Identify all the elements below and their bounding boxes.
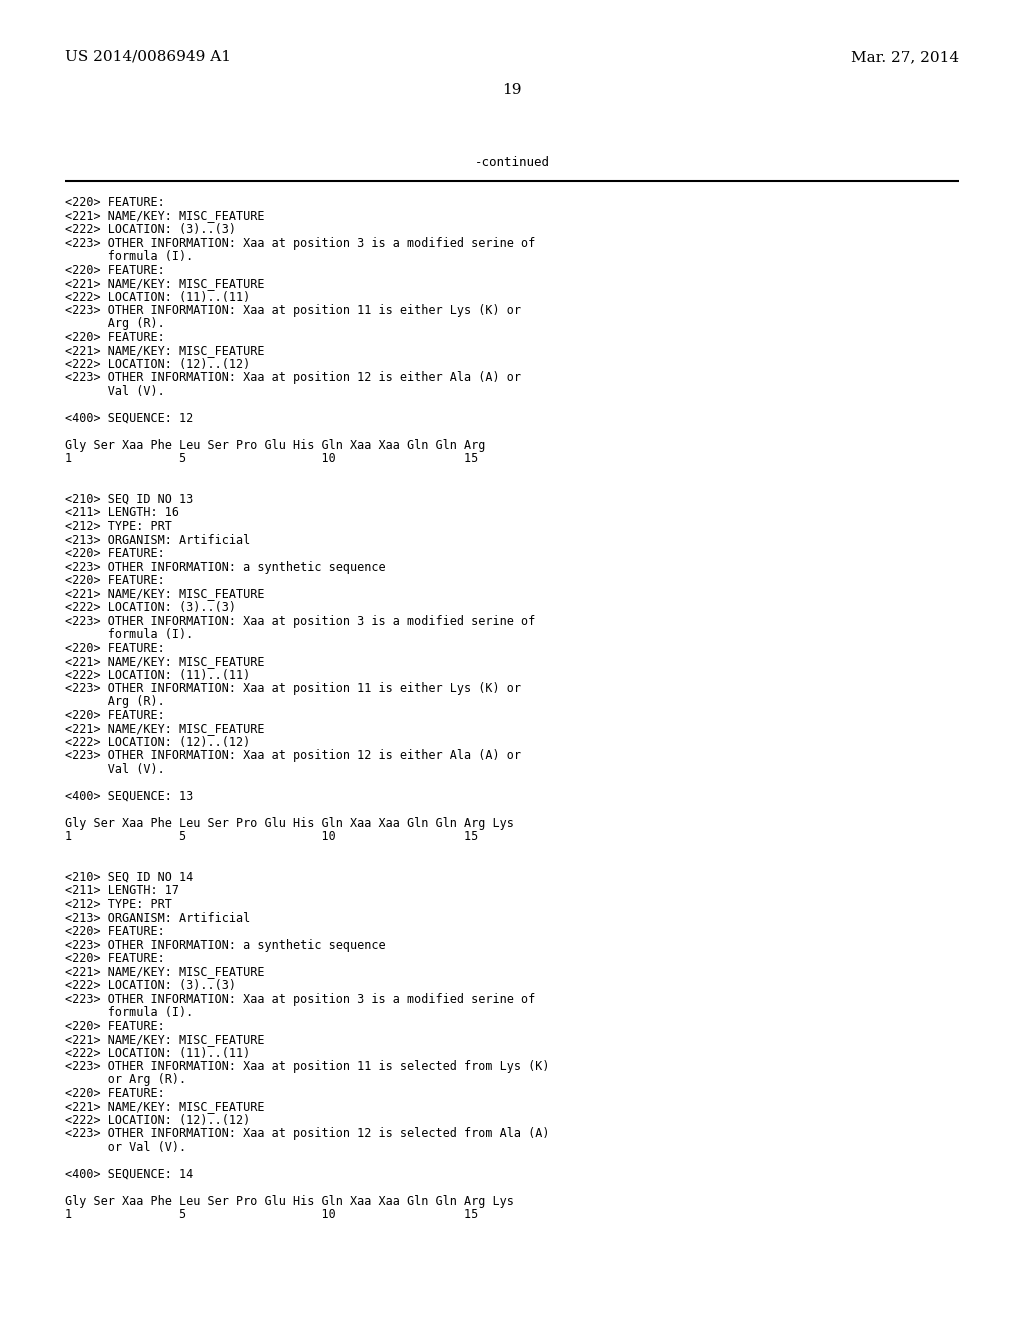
Text: <212> TYPE: PRT: <212> TYPE: PRT bbox=[65, 520, 172, 533]
Text: <223> OTHER INFORMATION: a synthetic sequence: <223> OTHER INFORMATION: a synthetic seq… bbox=[65, 561, 386, 573]
Text: 1               5                   10                  15: 1 5 10 15 bbox=[65, 830, 478, 843]
Text: <220> FEATURE:: <220> FEATURE: bbox=[65, 1019, 165, 1032]
Text: <223> OTHER INFORMATION: a synthetic sequence: <223> OTHER INFORMATION: a synthetic seq… bbox=[65, 939, 386, 952]
Text: <223> OTHER INFORMATION: Xaa at position 11 is either Lys (K) or: <223> OTHER INFORMATION: Xaa at position… bbox=[65, 682, 521, 696]
Text: <400> SEQUENCE: 13: <400> SEQUENCE: 13 bbox=[65, 789, 194, 803]
Text: <221> NAME/KEY: MISC_FEATURE: <221> NAME/KEY: MISC_FEATURE bbox=[65, 1101, 264, 1114]
Text: <221> NAME/KEY: MISC_FEATURE: <221> NAME/KEY: MISC_FEATURE bbox=[65, 722, 264, 735]
Text: <222> LOCATION: (11)..(11): <222> LOCATION: (11)..(11) bbox=[65, 1047, 250, 1060]
Text: <223> OTHER INFORMATION: Xaa at position 12 is either Ala (A) or: <223> OTHER INFORMATION: Xaa at position… bbox=[65, 371, 521, 384]
Text: <221> NAME/KEY: MISC_FEATURE: <221> NAME/KEY: MISC_FEATURE bbox=[65, 965, 264, 978]
Text: <223> OTHER INFORMATION: Xaa at position 12 is either Ala (A) or: <223> OTHER INFORMATION: Xaa at position… bbox=[65, 750, 521, 763]
Text: Val (V).: Val (V). bbox=[65, 385, 165, 399]
Text: <221> NAME/KEY: MISC_FEATURE: <221> NAME/KEY: MISC_FEATURE bbox=[65, 655, 264, 668]
Text: <221> NAME/KEY: MISC_FEATURE: <221> NAME/KEY: MISC_FEATURE bbox=[65, 1034, 264, 1045]
Text: <223> OTHER INFORMATION: Xaa at position 12 is selected from Ala (A): <223> OTHER INFORMATION: Xaa at position… bbox=[65, 1127, 550, 1140]
Text: <222> LOCATION: (11)..(11): <222> LOCATION: (11)..(11) bbox=[65, 668, 250, 681]
Text: Mar. 27, 2014: Mar. 27, 2014 bbox=[851, 50, 959, 63]
Text: <213> ORGANISM: Artificial: <213> ORGANISM: Artificial bbox=[65, 912, 250, 924]
Text: Arg (R).: Arg (R). bbox=[65, 696, 165, 709]
Text: <222> LOCATION: (12)..(12): <222> LOCATION: (12)..(12) bbox=[65, 1114, 250, 1127]
Text: 19: 19 bbox=[502, 83, 522, 96]
Text: <220> FEATURE:: <220> FEATURE: bbox=[65, 264, 165, 276]
Text: <212> TYPE: PRT: <212> TYPE: PRT bbox=[65, 898, 172, 911]
Text: <222> LOCATION: (12)..(12): <222> LOCATION: (12)..(12) bbox=[65, 358, 250, 371]
Text: <221> NAME/KEY: MISC_FEATURE: <221> NAME/KEY: MISC_FEATURE bbox=[65, 210, 264, 223]
Text: <220> FEATURE:: <220> FEATURE: bbox=[65, 952, 165, 965]
Text: <220> FEATURE:: <220> FEATURE: bbox=[65, 331, 165, 345]
Text: <222> LOCATION: (3)..(3): <222> LOCATION: (3)..(3) bbox=[65, 223, 236, 236]
Text: <221> NAME/KEY: MISC_FEATURE: <221> NAME/KEY: MISC_FEATURE bbox=[65, 587, 264, 601]
Text: Gly Ser Xaa Phe Leu Ser Pro Glu His Gln Xaa Xaa Gln Gln Arg Lys: Gly Ser Xaa Phe Leu Ser Pro Glu His Gln … bbox=[65, 1195, 514, 1208]
Text: Arg (R).: Arg (R). bbox=[65, 318, 165, 330]
Text: formula (I).: formula (I). bbox=[65, 1006, 194, 1019]
Text: formula (I).: formula (I). bbox=[65, 628, 194, 642]
Text: <223> OTHER INFORMATION: Xaa at position 11 is either Lys (K) or: <223> OTHER INFORMATION: Xaa at position… bbox=[65, 304, 521, 317]
Text: US 2014/0086949 A1: US 2014/0086949 A1 bbox=[65, 50, 231, 63]
Text: <210> SEQ ID NO 14: <210> SEQ ID NO 14 bbox=[65, 871, 194, 884]
Text: or Arg (R).: or Arg (R). bbox=[65, 1073, 186, 1086]
Text: <220> FEATURE:: <220> FEATURE: bbox=[65, 195, 165, 209]
Text: <222> LOCATION: (12)..(12): <222> LOCATION: (12)..(12) bbox=[65, 737, 250, 748]
Text: <220> FEATURE:: <220> FEATURE: bbox=[65, 1086, 165, 1100]
Text: <220> FEATURE:: <220> FEATURE: bbox=[65, 709, 165, 722]
Text: Gly Ser Xaa Phe Leu Ser Pro Glu His Gln Xaa Xaa Gln Gln Arg: Gly Ser Xaa Phe Leu Ser Pro Glu His Gln … bbox=[65, 440, 485, 451]
Text: <222> LOCATION: (3)..(3): <222> LOCATION: (3)..(3) bbox=[65, 601, 236, 614]
Text: -continued: -continued bbox=[474, 157, 550, 169]
Text: <220> FEATURE:: <220> FEATURE: bbox=[65, 642, 165, 655]
Text: Gly Ser Xaa Phe Leu Ser Pro Glu His Gln Xaa Xaa Gln Gln Arg Lys: Gly Ser Xaa Phe Leu Ser Pro Glu His Gln … bbox=[65, 817, 514, 830]
Text: 1               5                   10                  15: 1 5 10 15 bbox=[65, 1209, 478, 1221]
Text: <400> SEQUENCE: 12: <400> SEQUENCE: 12 bbox=[65, 412, 194, 425]
Text: or Val (V).: or Val (V). bbox=[65, 1140, 186, 1154]
Text: <400> SEQUENCE: 14: <400> SEQUENCE: 14 bbox=[65, 1168, 194, 1181]
Text: <220> FEATURE:: <220> FEATURE: bbox=[65, 546, 165, 560]
Text: <211> LENGTH: 17: <211> LENGTH: 17 bbox=[65, 884, 179, 898]
Text: Val (V).: Val (V). bbox=[65, 763, 165, 776]
Text: <221> NAME/KEY: MISC_FEATURE: <221> NAME/KEY: MISC_FEATURE bbox=[65, 277, 264, 290]
Text: <223> OTHER INFORMATION: Xaa at position 3 is a modified serine of: <223> OTHER INFORMATION: Xaa at position… bbox=[65, 615, 536, 627]
Text: <223> OTHER INFORMATION: Xaa at position 3 is a modified serine of: <223> OTHER INFORMATION: Xaa at position… bbox=[65, 993, 536, 1006]
Text: <220> FEATURE:: <220> FEATURE: bbox=[65, 574, 165, 587]
Text: <222> LOCATION: (3)..(3): <222> LOCATION: (3)..(3) bbox=[65, 979, 236, 993]
Text: <213> ORGANISM: Artificial: <213> ORGANISM: Artificial bbox=[65, 533, 250, 546]
Text: <220> FEATURE:: <220> FEATURE: bbox=[65, 925, 165, 939]
Text: 1               5                   10                  15: 1 5 10 15 bbox=[65, 453, 478, 466]
Text: formula (I).: formula (I). bbox=[65, 249, 194, 263]
Text: <222> LOCATION: (11)..(11): <222> LOCATION: (11)..(11) bbox=[65, 290, 250, 304]
Text: <221> NAME/KEY: MISC_FEATURE: <221> NAME/KEY: MISC_FEATURE bbox=[65, 345, 264, 358]
Text: <223> OTHER INFORMATION: Xaa at position 11 is selected from Lys (K): <223> OTHER INFORMATION: Xaa at position… bbox=[65, 1060, 550, 1073]
Text: <223> OTHER INFORMATION: Xaa at position 3 is a modified serine of: <223> OTHER INFORMATION: Xaa at position… bbox=[65, 236, 536, 249]
Text: <210> SEQ ID NO 13: <210> SEQ ID NO 13 bbox=[65, 492, 194, 506]
Text: <211> LENGTH: 16: <211> LENGTH: 16 bbox=[65, 507, 179, 520]
